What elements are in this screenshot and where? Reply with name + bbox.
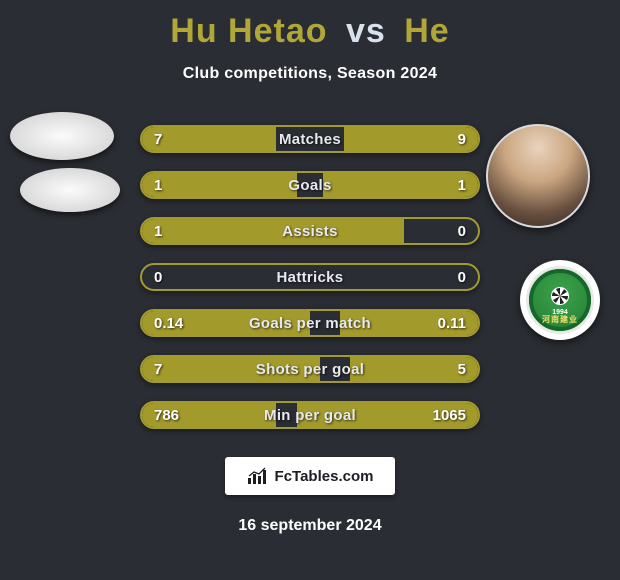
stat-value-right: 0 — [458, 269, 466, 286]
date-text: 16 september 2024 — [0, 517, 620, 535]
stat-label: Goals — [288, 177, 331, 194]
brand-box: FcTables.com — [225, 457, 395, 495]
stat-value-right: 9 — [458, 131, 466, 148]
stat-row: 0.14 0.11 Goals per match — [140, 309, 480, 337]
brand-chart-icon — [247, 467, 269, 485]
stat-value-left: 1 — [154, 223, 162, 240]
crest-ball-icon — [551, 287, 569, 305]
stat-bar-left — [142, 173, 297, 197]
stat-value-left: 7 — [154, 361, 162, 378]
player2-name: He — [404, 12, 449, 50]
stat-value-left: 7 — [154, 131, 162, 148]
stat-value-left: 1 — [154, 177, 162, 194]
stat-bar-left — [142, 219, 404, 243]
stat-value-right: 1065 — [433, 407, 466, 424]
player2-avatar — [486, 124, 590, 228]
stat-value-left: 786 — [154, 407, 179, 424]
crest-bg: 1994 河南建业 — [526, 266, 594, 334]
stat-label: Shots per goal — [256, 361, 364, 378]
stat-label: Min per goal — [264, 407, 356, 424]
stat-value-right: 1 — [458, 177, 466, 194]
player2-club-crest: 1994 河南建业 — [520, 260, 600, 340]
page-title: Hu Hetao vs He — [0, 0, 620, 51]
stat-row: 786 1065 Min per goal — [140, 401, 480, 429]
stat-row: 7 5 Shots per goal — [140, 355, 480, 383]
crest-text: 河南建业 — [529, 314, 591, 325]
stat-label: Assists — [282, 223, 337, 240]
stat-label: Hattricks — [277, 269, 344, 286]
stat-value-left: 0 — [154, 269, 162, 286]
player1-avatar-placeholder — [10, 112, 114, 160]
subtitle: Club competitions, Season 2024 — [0, 65, 620, 83]
stat-value-right: 0.11 — [438, 315, 466, 332]
stat-value-right: 5 — [458, 361, 466, 378]
vs-text: vs — [346, 12, 386, 50]
brand-text: FcTables.com — [275, 468, 374, 485]
stat-value-left: 0.14 — [154, 315, 183, 332]
stat-label: Matches — [279, 131, 341, 148]
stat-row: 7 9 Matches — [140, 125, 480, 153]
stat-row: 1 1 Goals — [140, 171, 480, 199]
player1-club-placeholder — [20, 168, 120, 212]
stat-bar-right — [323, 173, 478, 197]
player1-name: Hu Hetao — [170, 12, 327, 50]
stat-row: 1 0 Assists — [140, 217, 480, 245]
stat-row: 0 0 Hattricks — [140, 263, 480, 291]
stat-label: Goals per match — [249, 315, 371, 332]
stat-value-right: 0 — [458, 223, 466, 240]
